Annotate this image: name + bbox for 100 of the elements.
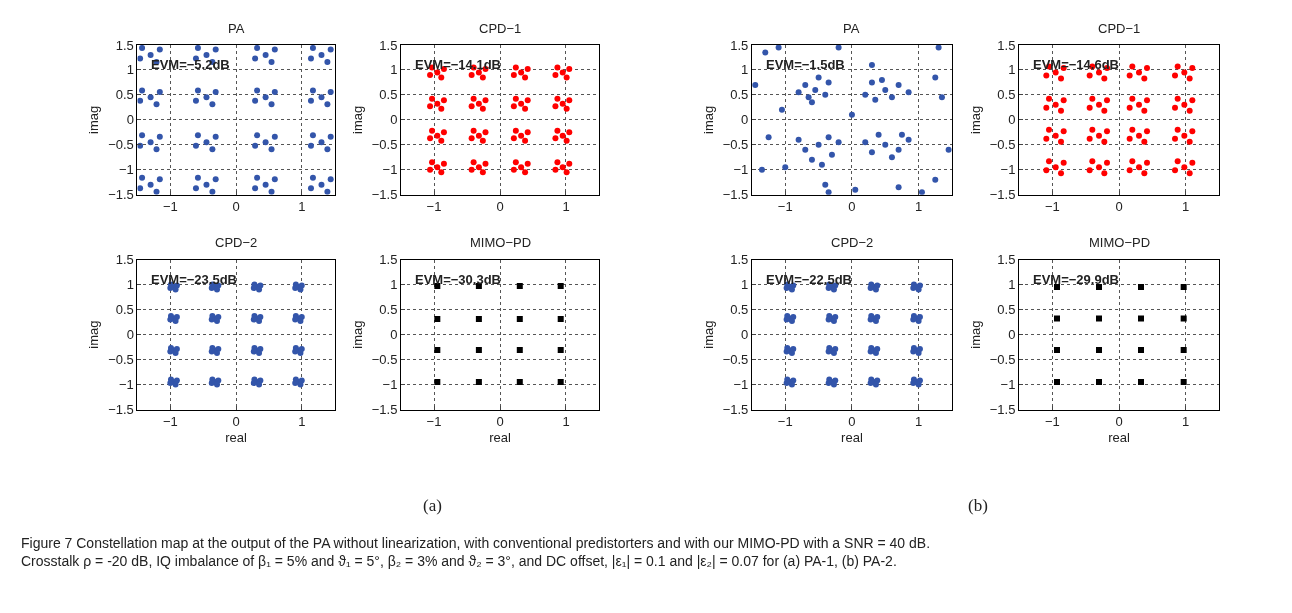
y-tick-label: 0.5: [115, 302, 134, 318]
point: [938, 94, 945, 101]
point: [835, 44, 842, 51]
point: [1180, 379, 1187, 386]
y-tick-label: 0.5: [997, 87, 1016, 103]
x-tick-label: −1: [777, 414, 793, 430]
y-tick-label: 1.5: [997, 252, 1016, 268]
chart-title: CPD−2: [831, 235, 874, 250]
point: [782, 164, 789, 171]
y-tick-label: 0.5: [115, 87, 134, 103]
y-axis-title: imag: [700, 105, 716, 134]
point: [752, 81, 759, 88]
y-tick-label: 0: [126, 327, 134, 343]
point: [802, 81, 809, 88]
point: [1138, 284, 1144, 291]
y-tick-label: 1.5: [379, 37, 398, 53]
y-tick-label: 1: [741, 277, 749, 293]
point: [868, 149, 875, 156]
point: [1096, 347, 1102, 354]
point: [516, 316, 523, 323]
point: [795, 89, 802, 96]
point: [895, 146, 902, 153]
chart-title: CPD−2: [215, 235, 258, 250]
y-tick-label: 0: [1008, 112, 1016, 128]
point: [862, 139, 869, 146]
point: [1096, 284, 1102, 291]
y-tick-label: 1.5: [997, 37, 1016, 53]
point: [805, 94, 812, 101]
point: [878, 76, 885, 83]
x-tick-label: −1: [1044, 199, 1060, 215]
x-tick-label: 1: [562, 414, 570, 430]
y-tick-label: 1: [1008, 277, 1016, 293]
point: [475, 316, 482, 323]
x-tick-label: −1: [426, 414, 442, 430]
point: [812, 86, 819, 93]
point: [868, 79, 875, 86]
y-axis-title: imag: [86, 105, 102, 134]
x-tick-label: 1: [298, 199, 306, 215]
y-tick-label: 0: [741, 327, 749, 343]
point: [1096, 315, 1102, 322]
y-tick-label: −1.5: [371, 402, 398, 418]
chart-title: CPD−1: [1098, 21, 1141, 36]
x-tick-label: 1: [562, 199, 570, 215]
point: [905, 89, 912, 96]
y-tick-label: 0.5: [730, 302, 749, 318]
x-tick-label: −1: [162, 199, 178, 215]
x-tick-label: −1: [162, 414, 178, 430]
annotation: EVM=−14.1dB: [415, 57, 501, 72]
point: [765, 134, 772, 141]
point: [516, 379, 523, 386]
annotation: EVM=−29.9dB: [1033, 272, 1119, 287]
chart-title: PA: [228, 21, 245, 36]
y-tick-label: 1: [390, 277, 398, 293]
point: [872, 96, 879, 103]
y-tick-label: 0.5: [730, 87, 749, 103]
y-tick-label: 1.5: [115, 252, 134, 268]
point: [862, 91, 869, 98]
point: [1054, 284, 1060, 291]
y-tick-label: −1: [119, 162, 134, 178]
x-axis-title: real: [225, 429, 247, 445]
point: [945, 146, 952, 153]
point: [808, 99, 815, 106]
y-tick-label: 1: [390, 62, 398, 78]
point: [935, 44, 942, 51]
y-tick-label: −1.5: [989, 402, 1016, 418]
y-tick-label: −0.5: [722, 352, 749, 368]
y-tick-label: 1: [126, 277, 134, 293]
y-tick-label: 1.5: [115, 37, 134, 53]
y-axis-title: imag: [700, 320, 716, 349]
point: [516, 283, 523, 290]
point: [825, 79, 832, 86]
point: [868, 61, 875, 68]
y-tick-label: −0.5: [989, 352, 1016, 368]
point: [1138, 315, 1144, 322]
point: [775, 44, 782, 51]
x-tick-label: 0: [1115, 414, 1123, 430]
y-tick-label: 0: [741, 112, 749, 128]
point: [828, 151, 835, 158]
chart-title: MIMO−PD: [470, 235, 532, 250]
point: [882, 86, 889, 93]
y-tick-label: −1: [1000, 162, 1016, 178]
point: [1054, 315, 1060, 322]
y-tick-label: 0.5: [379, 87, 398, 103]
point: [895, 184, 902, 191]
point: [557, 379, 564, 386]
y-tick-label: 0: [390, 327, 398, 343]
point: [557, 283, 564, 290]
y-tick-label: 0.5: [379, 302, 398, 318]
point: [1138, 347, 1144, 354]
point: [434, 379, 441, 386]
point: [918, 189, 925, 195]
point: [895, 81, 902, 88]
x-tick-label: 0: [232, 199, 240, 215]
y-tick-label: 1.5: [730, 252, 749, 268]
x-tick-label: 0: [848, 414, 856, 430]
point: [825, 189, 832, 195]
y-tick-label: −1.5: [108, 187, 134, 203]
point: [888, 94, 895, 101]
y-tick-label: −1.5: [371, 187, 398, 203]
x-axis-title: real: [1108, 429, 1130, 445]
